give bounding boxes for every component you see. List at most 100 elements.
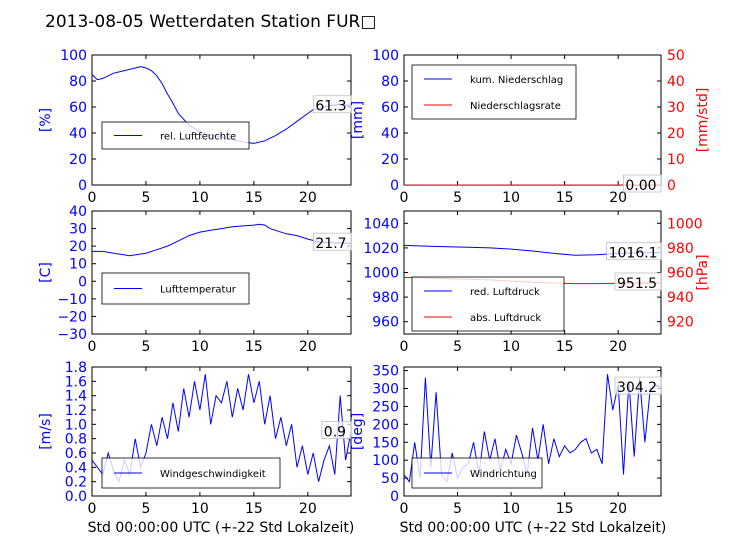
legend: red. Luftdruck abs. Luftdruck [411,276,565,332]
x-tick-label: 0 [400,190,409,206]
y-tick-label-right: 30 [667,100,685,116]
y-tick-label: 1.6 [65,374,87,390]
y-tick-label: 40 [69,204,87,220]
x-tick-label: 0 [88,190,97,206]
legend: Lufttemperatur [101,272,250,305]
y-tick-label-right: 1000 [667,216,703,232]
x-tick-label: 0 [88,339,97,355]
y-tick-label-right: 50 [667,48,685,64]
y-tick-label: 100 [60,48,87,64]
y-tick-label: 0 [78,178,87,194]
y-tick-label: −20 [57,309,87,325]
value-annotation: 0.00 [625,178,656,194]
x-tick-label: 10 [502,190,520,206]
x-tick-label: 10 [191,190,209,206]
legend: Windrichtung [411,457,543,489]
x-tick-label: 5 [141,501,150,517]
y-tick-label: 30 [69,222,87,238]
y-tick-label-right: 980 [667,241,694,257]
plot-frame [91,210,352,335]
y-tick-label: 0 [78,274,87,290]
value-annotation-box [312,95,352,114]
y-tick-label: 1040 [363,216,399,232]
legend-label: Niederschlagsrate [470,101,561,112]
y-axis-label-right: [hPa] [695,254,711,290]
x-tick-label: 5 [453,501,462,517]
panel-winddir: 0 5 10 15 20050100150200250300350[deg]Windri… [350,364,662,517]
y-tick-label: 0 [390,178,399,194]
y-tick-label: 20 [381,152,399,168]
y-tick-label-right: 40 [667,74,685,90]
y-tick-label: −30 [57,327,87,343]
legend-label: kum. Niederschlag [470,75,563,86]
y-tick-label: 1020 [363,241,399,257]
y-tick-label: 350 [372,364,399,380]
y-tick-label: 80 [69,74,87,90]
y-tick-label: 100 [372,453,399,469]
x-tick-label: 20 [299,190,317,206]
y-tick-label: 100 [372,48,399,64]
y-tick-label: 40 [381,126,399,142]
x-tick-label: 5 [141,190,150,206]
value-annotation: 61.3 [315,99,346,115]
legend-label: Windgeschwindigkeit [160,469,266,480]
y-axis-label: [%] [38,108,54,132]
legend-label: Windrichtung [470,469,537,480]
figure-title: 2013-08-05 Wetterdaten Station FUR□ [45,12,376,32]
x-axis-label-left: Std 00:00:00 UTC (+-22 Std Lokalzeit) [88,520,355,536]
y-tick-label: 300 [372,382,399,398]
series-line-lufttemperatur [92,223,351,257]
value-annotation-box [321,421,352,439]
x-axis-label-right: Std 00:00:00 UTC (+-22 Std Lokalzeit) [400,520,667,536]
legend-box [101,457,281,489]
x-tick-label: 5 [141,339,150,355]
y-tick-label: 40 [69,126,87,142]
y-tick-label: 150 [372,435,399,451]
value-annotation: 0.9 [324,425,346,441]
x-tick-label: 0 [88,501,97,517]
y-tick-label-right: 20 [667,126,685,142]
x-tick-label: 20 [609,339,627,355]
y-tick-label: 250 [372,399,399,415]
panel-windspeed: 0 5 10 15 20 0.00.20.40.60.81.01.21.41.61.8 [m… [38,360,352,517]
y-tick-label: 60 [381,100,399,116]
y-tick-label: 1.2 [65,403,87,419]
x-tick-label: 15 [245,339,263,355]
value-annotation: 304.2 [617,380,657,396]
panel-precip: 0 5 10 15 20 0 20 40 60 80 100 0 10 20 30 40 50 [mm] [mm/s… [350,48,711,206]
legend-label: rel. Luftfeuchte [160,132,236,143]
y-tick-label: 1.8 [65,360,87,376]
y-tick-label: 0.4 [65,460,87,476]
legend-label: Lufttemperatur [160,285,237,296]
y-tick-label: −10 [57,292,87,308]
y-tick-label: 20 [69,152,87,168]
y-tick-label: 1.0 [65,417,87,433]
legend: Windgeschwindigkeit [101,457,281,489]
panel-humidity: 0 5 10 15 20 0 20 40 60 80 100 [%] rel. Luftfeuchte 6… [38,48,352,206]
y-axis-label: [mm] [350,101,366,139]
value-annotation-box [614,272,662,291]
y-tick-label: 0.2 [65,475,87,491]
plot-frame [91,54,352,186]
y-tick-label: 0.8 [65,432,87,448]
y-tick-label: 20 [69,239,87,255]
x-tick-label: 15 [245,501,263,517]
y-tick-label: 0.6 [65,446,87,462]
y-tick-label: 960 [372,315,399,331]
series-line-windgeschwindigkeit [92,374,351,484]
y-tick-label: 1000 [363,266,399,282]
panel-pressure: 0 5 10 15 20 960 980 1000 1020 1040 920 940 960 980 10… [363,210,711,355]
y-tick-label-right: 940 [667,290,694,306]
legend: kum. Niederschlag Niederschlagsrate [411,64,577,120]
value-annotation-box [312,232,352,251]
x-tick-label: 0 [400,339,409,355]
value-annotation-box [623,174,662,193]
y-axis-label: [m/s] [38,413,54,450]
legend-label: red. Luftdruck [470,287,540,298]
value-annotation-box [614,376,662,395]
legend-box [411,276,565,332]
x-tick-label: 20 [609,190,627,206]
x-tick-label: 10 [502,339,520,355]
y-tick-label-right: 920 [667,315,694,331]
